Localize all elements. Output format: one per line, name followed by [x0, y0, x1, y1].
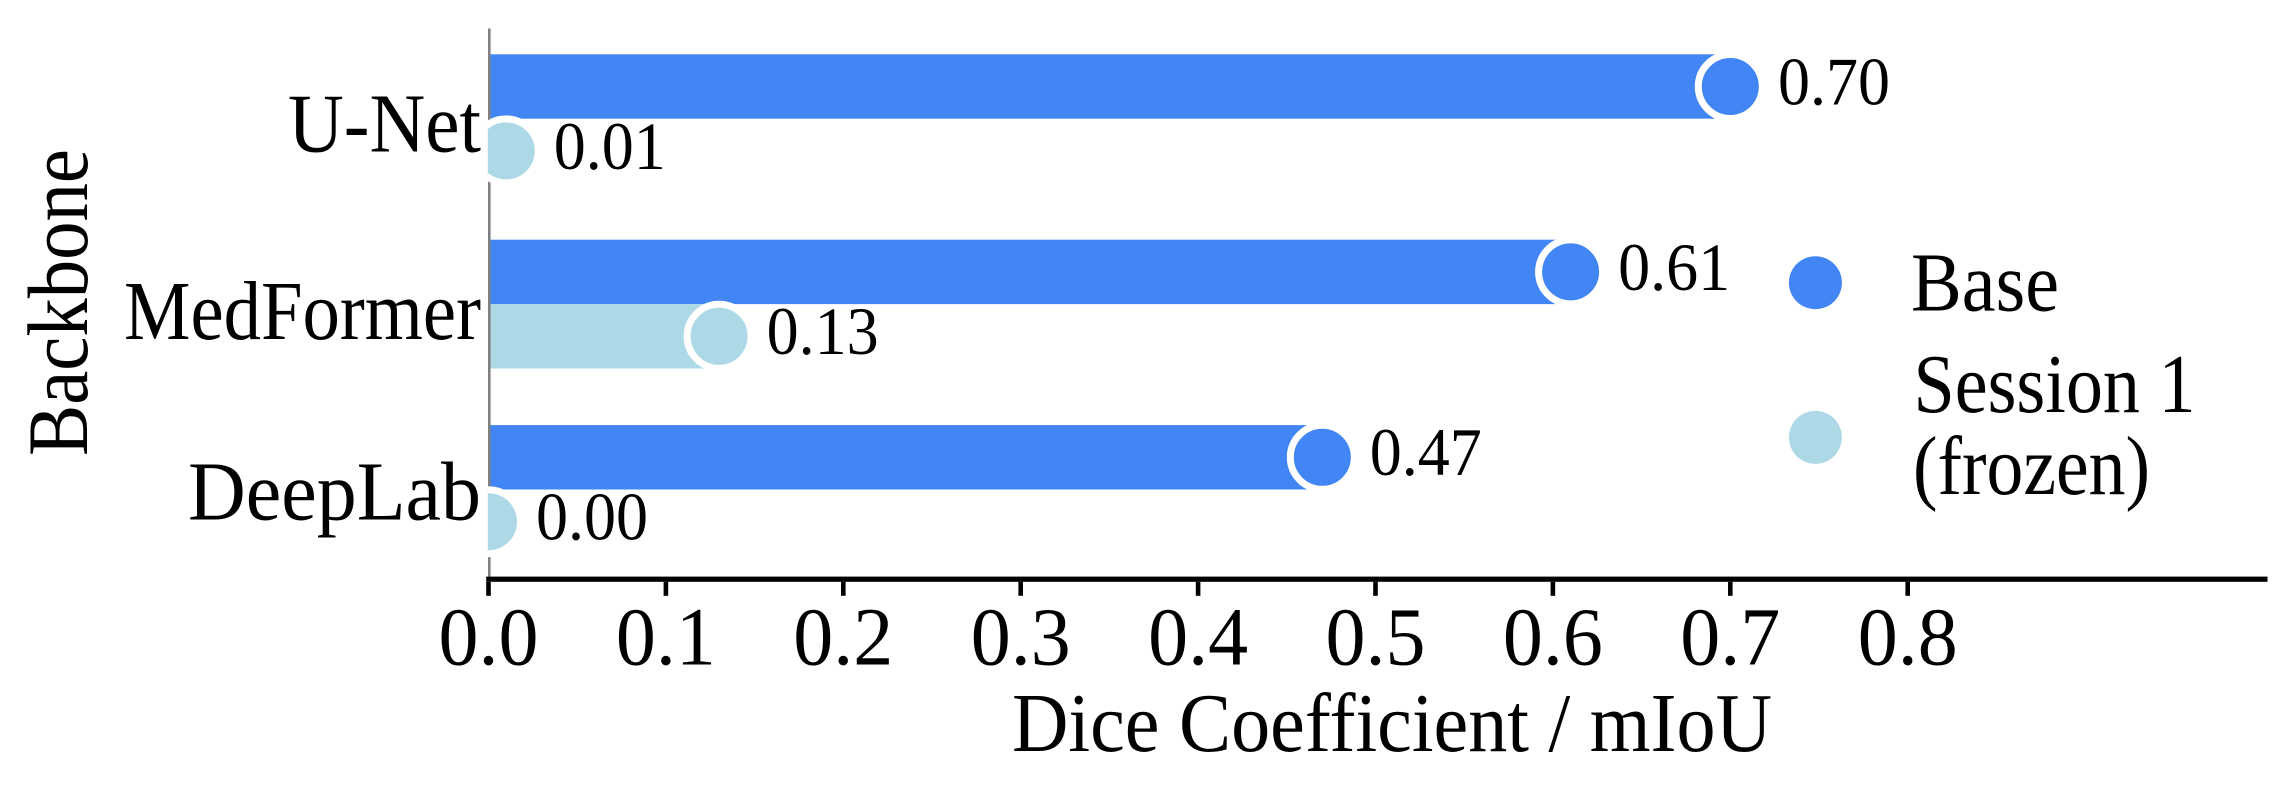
svg-text:U-Net: U-Net: [288, 78, 481, 171]
svg-text:0.47: 0.47: [1370, 414, 1482, 490]
svg-text:0.4: 0.4: [1148, 591, 1248, 683]
svg-text:Backbone: Backbone: [10, 149, 106, 456]
svg-text:0.7: 0.7: [1680, 591, 1780, 683]
svg-text:DeepLab: DeepLab: [188, 446, 481, 539]
svg-text:0.61: 0.61: [1618, 229, 1730, 305]
svg-text:(frozen): (frozen): [1913, 420, 2150, 513]
svg-text:MedFormer: MedFormer: [124, 265, 481, 358]
svg-text:0.6: 0.6: [1503, 591, 1603, 683]
svg-text:0.70: 0.70: [1778, 43, 1890, 119]
svg-text:Base: Base: [1911, 237, 2059, 330]
svg-text:0.3: 0.3: [971, 591, 1071, 683]
svg-text:0.2: 0.2: [793, 591, 893, 683]
svg-text:Dice Coefficient / mIoU: Dice Coefficient / mIoU: [1012, 677, 1772, 770]
svg-text:0.1: 0.1: [616, 591, 716, 683]
svg-text:0.00: 0.00: [536, 479, 648, 555]
svg-text:0.0: 0.0: [439, 591, 539, 683]
svg-text:0.01: 0.01: [554, 108, 666, 184]
svg-text:0.13: 0.13: [767, 293, 879, 369]
svg-text:0.8: 0.8: [1858, 591, 1958, 683]
svg-text:0.5: 0.5: [1326, 591, 1426, 683]
svg-text:Session 1: Session 1: [1914, 338, 2196, 431]
